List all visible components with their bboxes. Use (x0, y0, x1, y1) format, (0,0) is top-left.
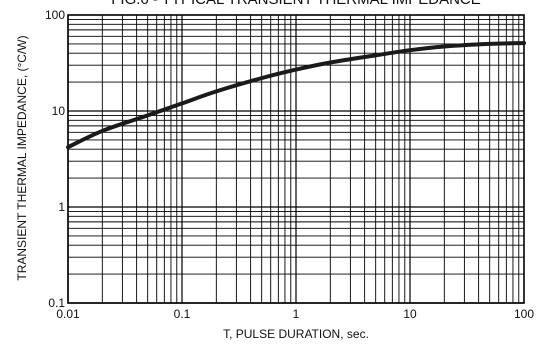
series-line (66, 41, 526, 150)
y-axis-label: TRANSIENT THERMAL IMPEDANCE, (°C/W) (15, 35, 29, 281)
y-tick-label: 10 (52, 104, 66, 118)
y-tick-label: 100 (45, 8, 65, 22)
x-tick-label: 1 (293, 307, 300, 321)
y-tick-label: 0.1 (48, 296, 65, 310)
plot-frame (67, 14, 525, 304)
chart-title: FIG.6 - TYPICAL TRANSIENT THERMAL IMPEDA… (68, 0, 524, 8)
x-tick-label: 0.01 (56, 307, 80, 321)
x-tick-label: 10 (403, 307, 417, 321)
x-tick-label: 100 (514, 307, 534, 321)
y-tick-label: 1 (58, 200, 65, 214)
x-tick-label: 0.1 (174, 307, 191, 321)
x-axis-label: T, PULSE DURATION, sec. (223, 327, 369, 341)
